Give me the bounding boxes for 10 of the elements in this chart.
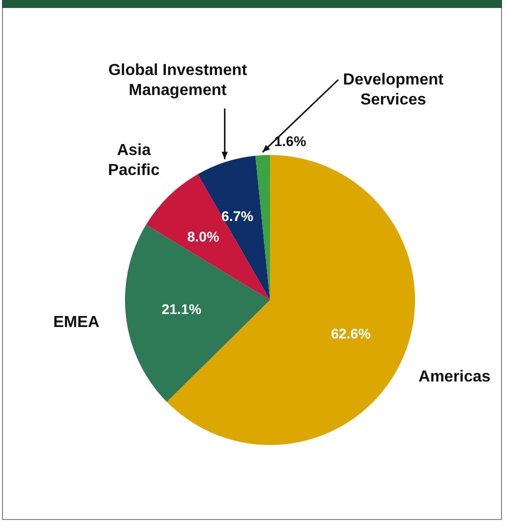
slice-label: Development Services <box>343 71 444 108</box>
slice-label: Americas <box>418 368 491 386</box>
slice-label: Asia Pacific <box>108 142 160 179</box>
data-label: 6.7% <box>221 208 254 224</box>
data-label: 21.1% <box>162 301 202 318</box>
data-label: 8.0% <box>187 228 220 245</box>
data-label: 1.6% <box>274 133 307 150</box>
data-label: 62.6% <box>330 326 372 342</box>
slice-label: EMEA <box>53 314 100 332</box>
slice-label: Global Investment Management <box>108 62 248 100</box>
